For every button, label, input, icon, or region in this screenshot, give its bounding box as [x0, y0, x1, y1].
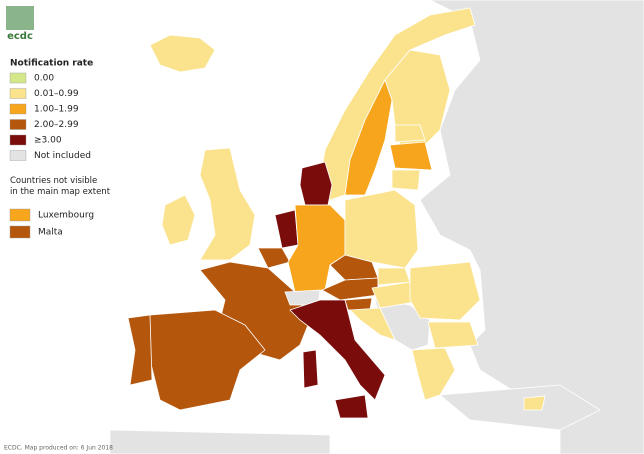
country: [394, 124, 426, 143]
legend-swatch: [9, 150, 27, 161]
countries: [127, 7, 546, 419]
country: [389, 141, 433, 171]
country: [161, 194, 196, 246]
country: [523, 395, 546, 411]
inset-swatch: [9, 225, 31, 239]
logo: ecdc: [6, 6, 34, 42]
country: [344, 297, 373, 311]
legend-label: 1.00–1.99: [34, 105, 79, 115]
country: [349, 307, 396, 341]
legend-swatch: [9, 72, 27, 84]
country: [321, 277, 379, 301]
country: [427, 321, 479, 349]
legend-label: Not included: [34, 151, 91, 161]
inset-legend: Countries not visible in the main map ext…: [9, 176, 111, 239]
footer: ECDC. Map produced on: 6 Jun 2018: [4, 445, 113, 452]
logo-mark: [6, 6, 34, 30]
country: [199, 147, 256, 261]
legend-swatch: [9, 103, 27, 115]
legend: Notification rate 0.00 0.01–0.99 1.00–1.99…: [9, 59, 93, 161]
country: [289, 299, 386, 401]
country: [257, 247, 291, 269]
logo-text: ecdc: [7, 31, 33, 42]
country: [274, 209, 299, 249]
country: [149, 34, 216, 73]
legend-label: 0.01–0.99: [34, 89, 79, 99]
legend-swatch: [9, 119, 27, 130]
legend-swatch: [9, 134, 27, 146]
legend-label: 2.00–2.99: [34, 120, 79, 130]
inset-title: Countries not visible in the main map ext…: [10, 176, 111, 197]
country: [127, 314, 153, 386]
country: [287, 204, 346, 293]
legend-swatch: [9, 88, 27, 99]
legend-label: ≥3.00: [34, 136, 62, 146]
country: [344, 189, 419, 269]
legend-label: 0.00: [34, 74, 54, 84]
country: [329, 254, 379, 281]
country: [409, 261, 481, 321]
inset-label: Malta: [38, 228, 63, 238]
inset-label: Luxembourg: [38, 211, 94, 221]
legend-title: Notification rate: [10, 59, 93, 69]
country: [302, 349, 319, 389]
country: [299, 161, 333, 206]
inset-swatch: [9, 208, 31, 222]
country: [411, 347, 456, 401]
country: [334, 394, 369, 419]
country: [391, 169, 421, 191]
country: [371, 281, 416, 309]
